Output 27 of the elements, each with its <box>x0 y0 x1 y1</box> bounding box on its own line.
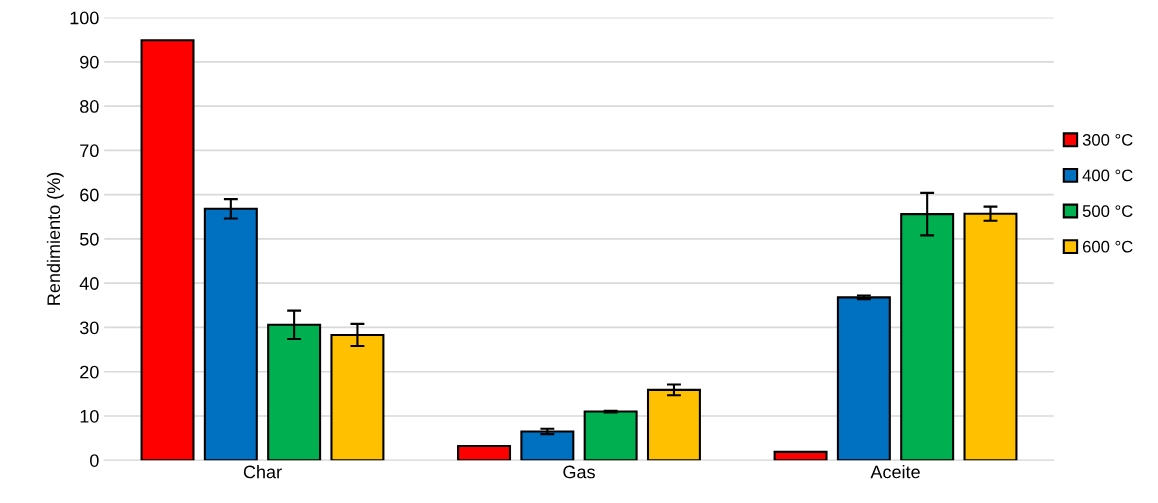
y-axis-title: Rendimiento (%) <box>46 172 64 305</box>
legend-label: 600 °C <box>1082 240 1133 253</box>
y-tick-label: 20 <box>80 365 99 379</box>
bar <box>140 39 195 461</box>
bar <box>773 450 828 461</box>
y-tick-label: 60 <box>80 188 99 202</box>
y-tick-label: 0 <box>90 454 99 467</box>
y-tick-label: 30 <box>79 321 99 335</box>
legend-label: 500 °C <box>1082 205 1133 217</box>
y-tick-label: 70 <box>80 144 99 158</box>
bar <box>646 388 701 461</box>
y-tick-label: 50 <box>80 232 99 246</box>
bar <box>520 430 575 461</box>
x-tick-label: Aceite <box>870 465 920 479</box>
y-tick-label: 90 <box>80 55 99 69</box>
bar <box>836 296 891 461</box>
y-tick-label: 10 <box>80 409 99 423</box>
bar <box>457 445 512 461</box>
legend-label: 300 °C <box>1082 133 1133 146</box>
x-tick-label: Gas <box>563 465 595 479</box>
bar <box>583 410 638 461</box>
legend-label: 400 °C <box>1082 169 1133 182</box>
y-tick-label: 40 <box>79 277 99 290</box>
bar <box>963 212 1018 461</box>
y-tick-label: 80 <box>80 100 99 113</box>
y-tick-label: 100 <box>70 11 99 25</box>
x-tick-label: Char <box>243 465 282 479</box>
